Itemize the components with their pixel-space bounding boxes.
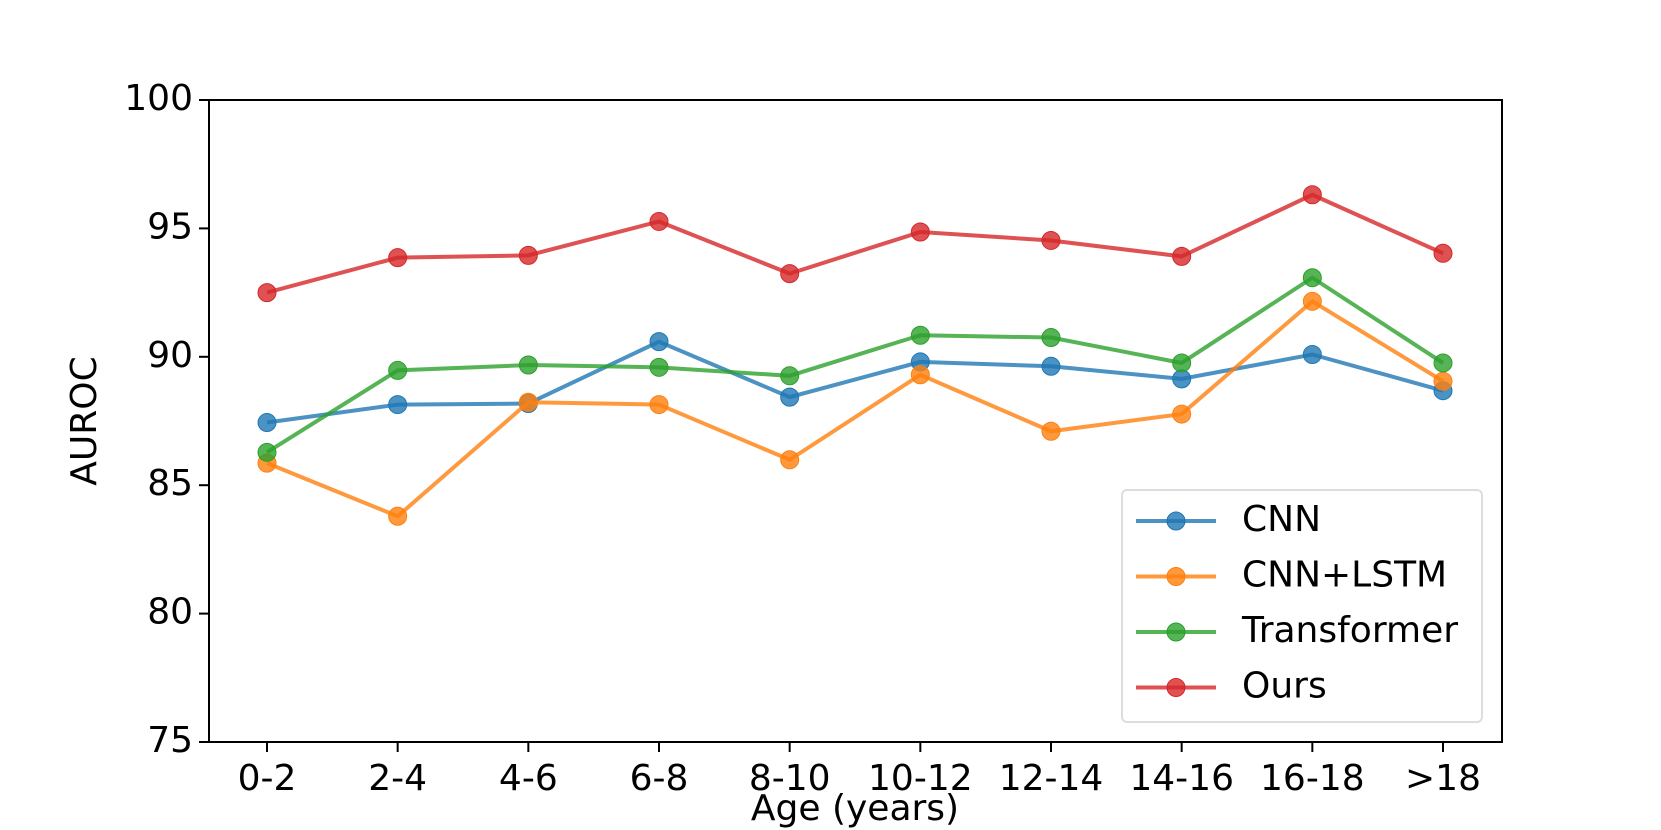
data-point: [1172, 369, 1192, 389]
data-point: [1302, 268, 1322, 288]
data-point: [1302, 185, 1322, 205]
data-point: [910, 365, 930, 385]
data-point: [780, 450, 800, 470]
y-axis-label: AUROC: [64, 356, 105, 485]
data-point: [1041, 230, 1061, 250]
y-tick-label: 90: [147, 335, 193, 376]
data-point: [780, 387, 800, 407]
legend-box: [1121, 489, 1483, 723]
y-tick-label: 75: [147, 720, 193, 761]
series-line: [265, 275, 1445, 455]
data-point: [780, 366, 800, 386]
x-axis-label: Age (years): [751, 788, 959, 829]
x-tick-label: 0-2: [238, 758, 297, 799]
data-point: [1172, 404, 1192, 424]
legend-label: Transformer: [1241, 610, 1458, 651]
x-tick-label: 8-10: [749, 758, 831, 799]
data-point: [649, 332, 669, 352]
data-point: [910, 222, 930, 242]
x-tick-label: 6-8: [630, 758, 689, 799]
data-point: [388, 395, 408, 415]
series-line: [266, 192, 1444, 295]
x-tick-label: 4-6: [499, 758, 558, 799]
data-point: [780, 264, 800, 284]
data-point: [388, 506, 408, 526]
data-point: [518, 355, 538, 375]
data-point: [910, 325, 930, 345]
y-tick-label: 80: [147, 592, 193, 633]
x-tick-label: 12-14: [999, 758, 1104, 799]
legend-marker: [1166, 622, 1186, 642]
data-point: [388, 360, 408, 380]
data-point: [1041, 421, 1061, 441]
y-tick-label: 95: [147, 206, 193, 247]
x-tick-label: 16-18: [1260, 758, 1365, 799]
legend-label: CNN: [1242, 499, 1321, 540]
legend-marker: [1166, 567, 1186, 586]
data-point: [1041, 328, 1061, 348]
data-point: [257, 283, 277, 303]
data-point: [649, 211, 669, 231]
data-point: [649, 395, 669, 415]
data-point: [1433, 353, 1453, 373]
data-point: [257, 442, 277, 462]
legend: CNN CNN+LSTM Transformer Ours: [1121, 489, 1483, 723]
series-line: [266, 298, 1445, 519]
x-tick-label: 2-4: [368, 758, 427, 799]
data-point: [1041, 356, 1061, 376]
legend-marker: [1166, 511, 1186, 531]
x-tick-label: >18: [1405, 758, 1481, 799]
data-point: [1433, 243, 1453, 263]
y-tick-label: 100: [124, 78, 193, 119]
data-point: [388, 248, 408, 268]
x-tick-label: 10-12: [868, 758, 973, 799]
plot-frame: [208, 99, 1503, 743]
data-point: [257, 413, 277, 433]
data-point: [1302, 344, 1322, 364]
legend-label: CNN+LSTM: [1242, 555, 1447, 596]
legend-marker: [1166, 678, 1186, 697]
data-point: [1172, 246, 1192, 266]
data-point: [649, 357, 669, 377]
y-tick-label: 85: [147, 463, 193, 504]
data-point: [518, 245, 538, 265]
series-line: [266, 339, 1444, 425]
data-point: [1433, 371, 1453, 391]
data-point: [1172, 353, 1192, 373]
data-point: [518, 392, 538, 412]
data-point: [1302, 291, 1322, 311]
legend-label: Ours: [1242, 666, 1327, 707]
x-tick-label: 14-16: [1129, 758, 1234, 799]
